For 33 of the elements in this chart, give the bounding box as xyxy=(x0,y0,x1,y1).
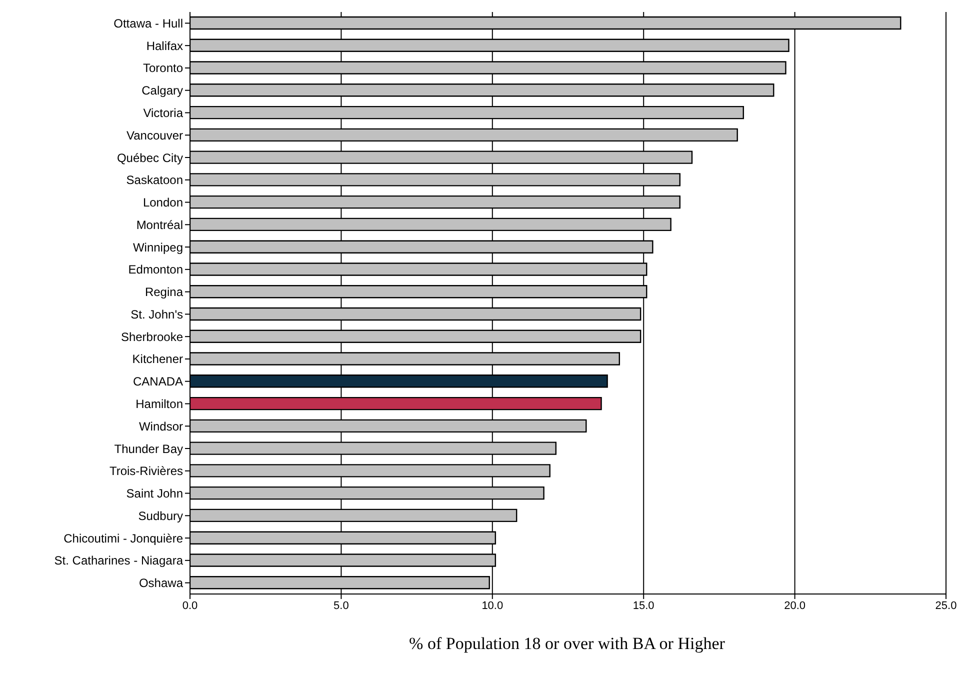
x-tick-label: 5.0 xyxy=(334,600,349,612)
y-tick-label: St. Catharines - Niagara xyxy=(54,554,184,568)
x-tick-label: 25.0 xyxy=(935,600,957,612)
y-tick-label: St. John's xyxy=(130,307,183,322)
y-tick-label: Montréal xyxy=(136,218,183,232)
x-axis-title: % of Population 18 or over with BA or Higher xyxy=(408,634,726,654)
y-tick-label: Ottawa - Hull xyxy=(114,16,183,30)
y-tick-label: Thunder Bay xyxy=(114,442,183,456)
y-tick-label: Québec City xyxy=(116,150,183,165)
x-tick-label: 15.0 xyxy=(632,600,654,612)
y-tick-label: Victoria xyxy=(143,106,184,120)
y-tick-label: Halifax xyxy=(146,38,183,53)
y-tick-label: Windsor xyxy=(138,419,183,434)
y-tick-label: Sherbrooke xyxy=(120,330,184,344)
y-tick-label: Edmonton xyxy=(128,262,183,277)
y-tick-label: CANADA xyxy=(132,374,183,389)
y-tick-label: Saint John xyxy=(126,486,183,501)
y-tick-label: London xyxy=(142,196,183,210)
y-tick-label: Oshawa xyxy=(138,576,184,590)
y-tick-label: Calgary xyxy=(142,84,183,98)
y-tick-label: Vancouver xyxy=(126,128,183,142)
y-tick-label: Trois-Rivières xyxy=(109,464,183,478)
y-tick-label: Winnipeg xyxy=(132,240,183,254)
y-tick-label: Kitchener xyxy=(132,352,183,366)
y-tick-label: Hamilton xyxy=(136,396,183,411)
y-tick-label: Saskatoon xyxy=(126,173,183,188)
y-tick-label: Chicoutimi - Jonquière xyxy=(64,531,184,546)
x-tick-label: 10.0 xyxy=(482,600,504,612)
y-tick-label: Regina xyxy=(144,285,184,300)
x-tick-label: 20.0 xyxy=(784,600,806,612)
y-tick-label: Sudbury xyxy=(138,508,183,523)
x-tick-label: 0.0 xyxy=(182,600,198,612)
y-tick-label: Toronto xyxy=(142,61,184,76)
